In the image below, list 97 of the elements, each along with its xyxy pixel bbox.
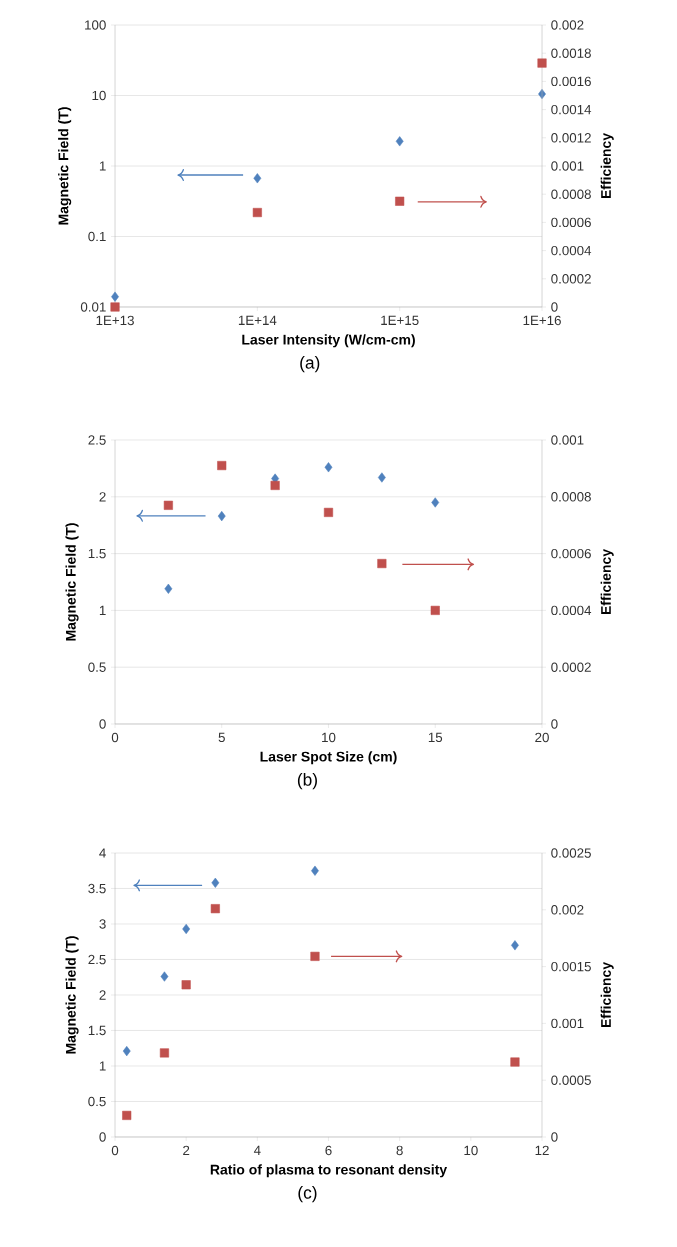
x-tick-label: 0 — [111, 732, 119, 743]
point — [378, 472, 386, 483]
x-axis-title: Laser Spot Size (cm) — [260, 751, 397, 765]
x-tick-label: 1E+13 — [96, 315, 134, 326]
point — [431, 497, 440, 508]
y-tick-label: 2.5 — [88, 954, 106, 965]
y2-tick-label: 0 — [551, 302, 558, 312]
point — [181, 980, 191, 990]
y2-tick-label: 0.002 — [551, 20, 584, 30]
y-tick-label: 1 — [99, 1061, 106, 1071]
point — [211, 877, 220, 888]
x-tick-label: 10 — [322, 732, 336, 743]
point — [510, 1057, 520, 1067]
y-tick-label: 0.5 — [88, 1096, 106, 1107]
point — [324, 462, 333, 473]
x-axis-title: Laser Intensity (W/cm-cm) — [242, 334, 415, 348]
y-tick-label: 1 — [99, 161, 106, 171]
point — [311, 865, 319, 876]
x-tick-label: 6 — [325, 1145, 332, 1156]
y2-tick-label: 0 — [551, 1132, 558, 1142]
y2-tick-label: 0.001 — [551, 1018, 584, 1029]
point — [395, 136, 404, 147]
x-tick-label: 10 — [464, 1145, 478, 1156]
point — [377, 559, 387, 569]
y-tick-label: 10 — [92, 90, 106, 101]
x-tick-label: 1E+15 — [381, 315, 419, 325]
y2-tick-label: 0.0012 — [551, 133, 591, 143]
point — [430, 605, 440, 615]
point — [163, 500, 173, 510]
x-tick-label: 1E+16 — [523, 315, 561, 326]
y2-tick-label: 0.0025 — [551, 848, 591, 858]
point — [160, 971, 169, 982]
text: (a) — [300, 356, 320, 373]
y2-tick-label: 0 — [551, 719, 558, 729]
point — [310, 951, 320, 961]
y-tick-label: 0.5 — [88, 662, 106, 672]
y-tick-label: 0.1 — [88, 231, 106, 242]
y2-tick-label: 0.0006 — [551, 217, 591, 228]
x-tick-label: 5 — [218, 732, 225, 742]
x-tick-label: 8 — [396, 1145, 403, 1156]
x-tick-label: 1E+14 — [238, 315, 277, 325]
y-axis-title: Magnetic Field (T) — [65, 936, 79, 1054]
y-tick-label: 3 — [99, 919, 106, 929]
y-tick-label: 3.5 — [88, 883, 106, 894]
y2-tick-label: 0.0006 — [551, 548, 591, 559]
point — [270, 480, 280, 490]
point — [253, 173, 262, 184]
y2-tick-label: 0.0004 — [551, 605, 592, 616]
y-axis-title: Magnetic Field (T) — [65, 523, 79, 641]
x-tick-label: 15 — [428, 732, 443, 742]
y2-tick-label: 0.0014 — [551, 104, 592, 115]
x-tick-label: 12 — [535, 1145, 549, 1156]
x-tick-label: 0 — [111, 1145, 119, 1156]
y2-axis-title: Efficiency — [600, 962, 614, 1028]
point — [217, 461, 227, 471]
x-tick-label: 20 — [535, 732, 549, 743]
y-tick-label: 0 — [99, 719, 106, 729]
y-tick-label: 2.5 — [88, 435, 106, 445]
y2-tick-label: 0.001 — [551, 161, 584, 171]
y2-tick-label: 0.0002 — [551, 274, 591, 284]
y2-axis-title: Efficiency — [600, 549, 614, 615]
y2-tick-label: 0.0002 — [551, 662, 591, 672]
point — [122, 1110, 132, 1120]
point — [210, 904, 220, 914]
y2-tick-label: 0.001 — [551, 435, 584, 445]
point — [511, 940, 519, 951]
x-axis-title: Ratio of plasma to resonant density — [210, 1164, 448, 1178]
x-tick-label: 2 — [183, 1145, 190, 1156]
y-tick-label: 100 — [85, 20, 106, 30]
point — [182, 923, 191, 935]
text: (b) — [297, 773, 317, 790]
y2-tick-label: 0.0008 — [551, 189, 591, 199]
y-tick-label: 1.5 — [88, 548, 106, 559]
text: (c) — [298, 1186, 317, 1203]
y-axis-title: Magnetic Field (T) — [58, 107, 72, 225]
point — [323, 507, 334, 517]
y-tick-label: 4 — [99, 848, 106, 858]
y-tick-label: 2 — [99, 990, 106, 1000]
y2-tick-label: 0.0016 — [551, 76, 591, 87]
point — [111, 291, 119, 302]
y-tick-label: 0.01 — [80, 302, 106, 312]
y-tick-label: 1.5 — [88, 1025, 106, 1036]
y-tick-label: 0 — [99, 1132, 106, 1142]
x-tick-label: 4 — [253, 1145, 261, 1155]
point — [164, 583, 173, 594]
y2-tick-label: 0.0015 — [551, 961, 591, 972]
y2-axis-title: Efficiency — [600, 133, 614, 199]
y2-tick-label: 0.0018 — [551, 48, 591, 58]
y-tick-label: 1 — [99, 605, 106, 615]
y2-tick-label: 0.0004 — [551, 245, 592, 256]
y2-tick-label: 0.002 — [551, 905, 584, 915]
y-tick-label: 2 — [99, 492, 106, 502]
point — [217, 511, 226, 522]
y2-tick-label: 0.0008 — [551, 492, 591, 502]
y2-tick-label: 0.0005 — [551, 1075, 591, 1085]
point — [159, 1048, 169, 1058]
point — [122, 1046, 131, 1057]
